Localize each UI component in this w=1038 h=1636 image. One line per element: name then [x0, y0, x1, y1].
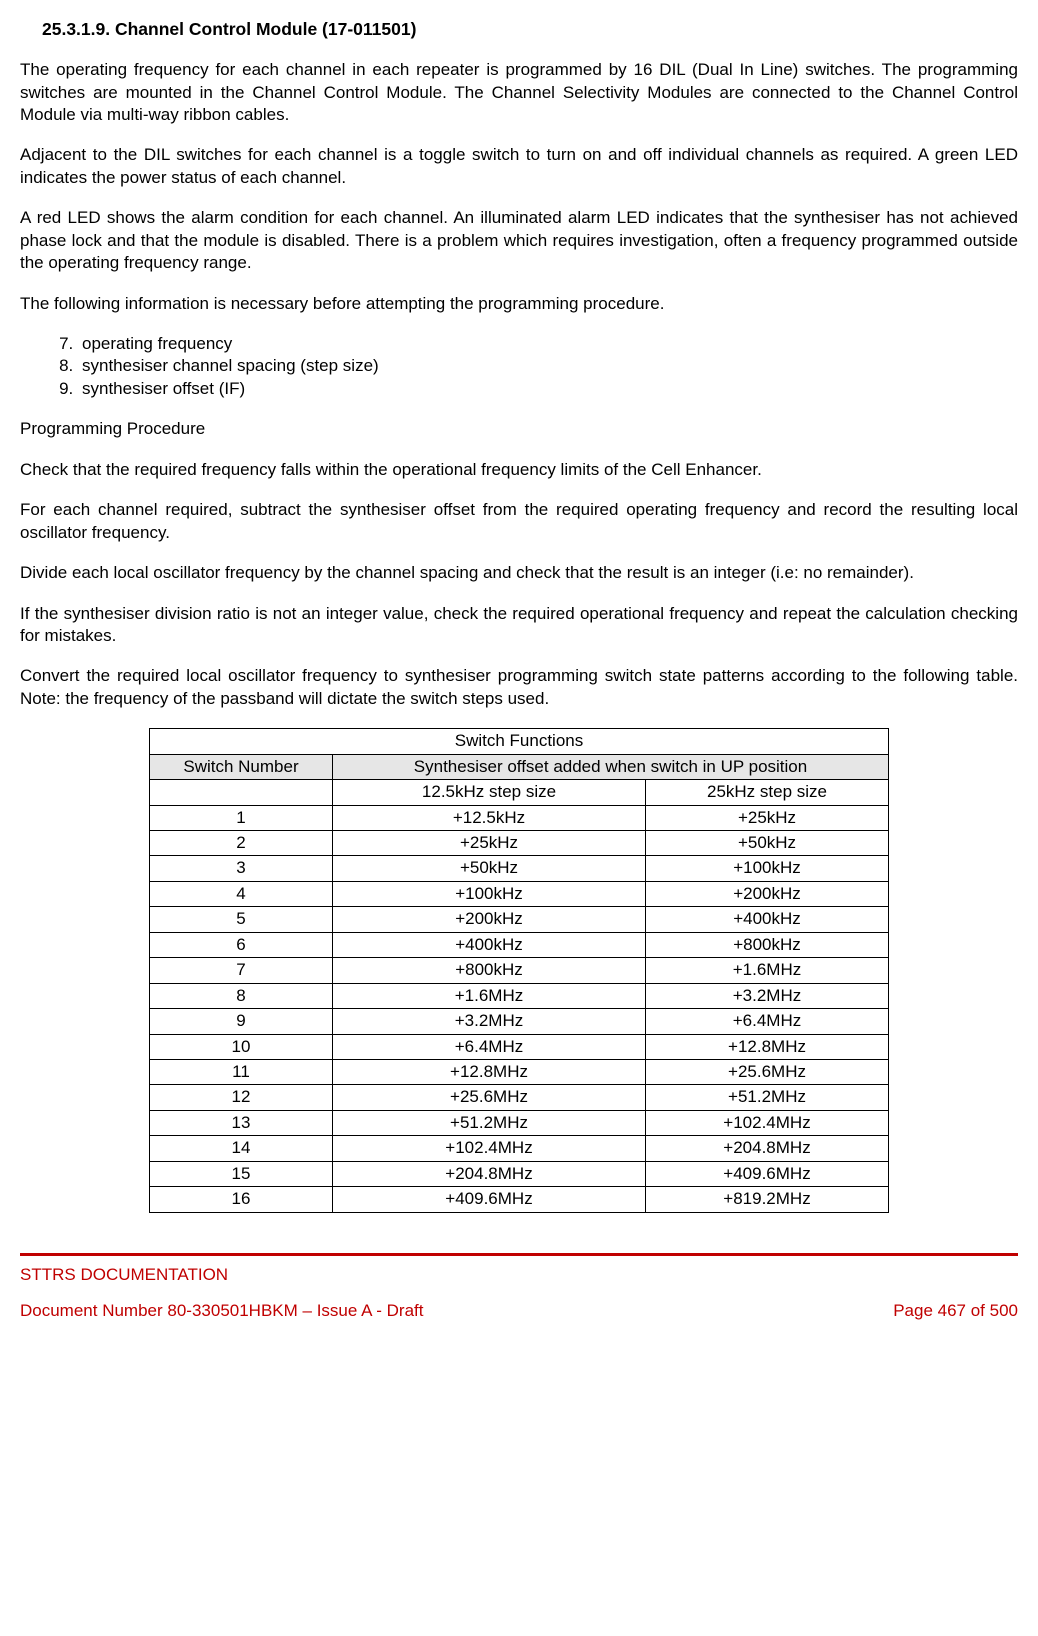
- table-cell: +100kHz: [646, 856, 889, 881]
- table-cell: +102.4MHz: [333, 1136, 646, 1161]
- table-cell: +1.6MHz: [333, 983, 646, 1008]
- table-cell: 8: [150, 983, 333, 1008]
- paragraph: For each channel required, subtract the …: [20, 499, 1018, 544]
- table-cell: +6.4MHz: [333, 1034, 646, 1059]
- table-cell: +400kHz: [333, 932, 646, 957]
- table-cell: +800kHz: [646, 932, 889, 957]
- footer-page-number: Page 467 of 500: [893, 1300, 1018, 1322]
- table-row: 12+25.6MHz+51.2MHz: [150, 1085, 889, 1110]
- list-item: operating frequency: [78, 333, 1018, 355]
- table-cell: 6: [150, 932, 333, 957]
- table-cell: 14: [150, 1136, 333, 1161]
- table-cell: +100kHz: [333, 881, 646, 906]
- table-subheader: 25kHz step size: [646, 780, 889, 805]
- table-header: Switch Number: [150, 754, 333, 779]
- table-cell: +200kHz: [333, 907, 646, 932]
- table-cell: 9: [150, 1009, 333, 1034]
- footer-document-number: Document Number 80-330501HBKM – Issue A …: [20, 1300, 423, 1322]
- footer-rule: [20, 1253, 1018, 1256]
- table-cell: +3.2MHz: [333, 1009, 646, 1034]
- table-cell: +51.2MHz: [333, 1110, 646, 1135]
- table-cell: +25kHz: [333, 831, 646, 856]
- footer-title: STTRS DOCUMENTATION: [20, 1264, 1018, 1286]
- table-title: Switch Functions: [150, 729, 889, 754]
- table-cell: +12.8MHz: [333, 1059, 646, 1084]
- table-subheader: 12.5kHz step size: [333, 780, 646, 805]
- table-cell: +409.6MHz: [333, 1187, 646, 1212]
- paragraph: The operating frequency for each channel…: [20, 59, 1018, 126]
- table-row: 16+409.6MHz+819.2MHz: [150, 1187, 889, 1212]
- paragraph: Adjacent to the DIL switches for each ch…: [20, 144, 1018, 189]
- table-row: 10+6.4MHz+12.8MHz: [150, 1034, 889, 1059]
- section-heading: 25.3.1.9. Channel Control Module (17-011…: [42, 18, 1018, 41]
- table-row: 2+25kHz+50kHz: [150, 831, 889, 856]
- table-row: 6+400kHz+800kHz: [150, 932, 889, 957]
- table-cell: 7: [150, 958, 333, 983]
- table-cell: +400kHz: [646, 907, 889, 932]
- paragraph: The following information is necessary b…: [20, 293, 1018, 315]
- list-item: synthesiser offset (IF): [78, 378, 1018, 400]
- subheading: Programming Procedure: [20, 418, 1018, 440]
- table-cell: +1.6MHz: [646, 958, 889, 983]
- table-cell: 16: [150, 1187, 333, 1212]
- table-cell: +409.6MHz: [646, 1161, 889, 1186]
- table-cell: +102.4MHz: [646, 1110, 889, 1135]
- table-cell: 3: [150, 856, 333, 881]
- table-row: 5+200kHz+400kHz: [150, 907, 889, 932]
- table-row: 11+12.8MHz+25.6MHz: [150, 1059, 889, 1084]
- table-row: 8+1.6MHz+3.2MHz: [150, 983, 889, 1008]
- footer-meta: Document Number 80-330501HBKM – Issue A …: [20, 1300, 1018, 1322]
- numbered-list: operating frequency synthesiser channel …: [48, 333, 1018, 400]
- table-cell: 2: [150, 831, 333, 856]
- table-cell: +12.8MHz: [646, 1034, 889, 1059]
- table-cell: 5: [150, 907, 333, 932]
- table-row: 1+12.5kHz+25kHz: [150, 805, 889, 830]
- table-cell: +51.2MHz: [646, 1085, 889, 1110]
- paragraph: Convert the required local oscillator fr…: [20, 665, 1018, 710]
- table-cell: +12.5kHz: [333, 805, 646, 830]
- table-cell: +3.2MHz: [646, 983, 889, 1008]
- table-cell: +25.6MHz: [333, 1085, 646, 1110]
- switch-functions-table: Switch Functions Switch Number Synthesis…: [149, 728, 889, 1212]
- table-cell: 10: [150, 1034, 333, 1059]
- table-cell: +6.4MHz: [646, 1009, 889, 1034]
- paragraph: Divide each local oscillator frequency b…: [20, 562, 1018, 584]
- table-cell: +800kHz: [333, 958, 646, 983]
- table-cell: +204.8MHz: [333, 1161, 646, 1186]
- table-row: 15+204.8MHz+409.6MHz: [150, 1161, 889, 1186]
- table-row: 14+102.4MHz+204.8MHz: [150, 1136, 889, 1161]
- table-cell: 11: [150, 1059, 333, 1084]
- table-cell: 1: [150, 805, 333, 830]
- table-cell: [150, 780, 333, 805]
- table-row: 3+50kHz+100kHz: [150, 856, 889, 881]
- paragraph: Check that the required frequency falls …: [20, 459, 1018, 481]
- table-row: 9+3.2MHz+6.4MHz: [150, 1009, 889, 1034]
- table-cell: +50kHz: [646, 831, 889, 856]
- paragraph: If the synthesiser division ratio is not…: [20, 603, 1018, 648]
- table-cell: 12: [150, 1085, 333, 1110]
- table-cell: 4: [150, 881, 333, 906]
- table-row: 4+100kHz+200kHz: [150, 881, 889, 906]
- table-cell: +50kHz: [333, 856, 646, 881]
- list-item: synthesiser channel spacing (step size): [78, 355, 1018, 377]
- table-row: 7+800kHz+1.6MHz: [150, 958, 889, 983]
- paragraph: A red LED shows the alarm condition for …: [20, 207, 1018, 274]
- table-cell: +25.6MHz: [646, 1059, 889, 1084]
- table-cell: 13: [150, 1110, 333, 1135]
- table-cell: +25kHz: [646, 805, 889, 830]
- table-cell: +204.8MHz: [646, 1136, 889, 1161]
- table-header: Synthesiser offset added when switch in …: [333, 754, 889, 779]
- table-cell: +819.2MHz: [646, 1187, 889, 1212]
- table-cell: 15: [150, 1161, 333, 1186]
- table-cell: +200kHz: [646, 881, 889, 906]
- table-row: 13+51.2MHz+102.4MHz: [150, 1110, 889, 1135]
